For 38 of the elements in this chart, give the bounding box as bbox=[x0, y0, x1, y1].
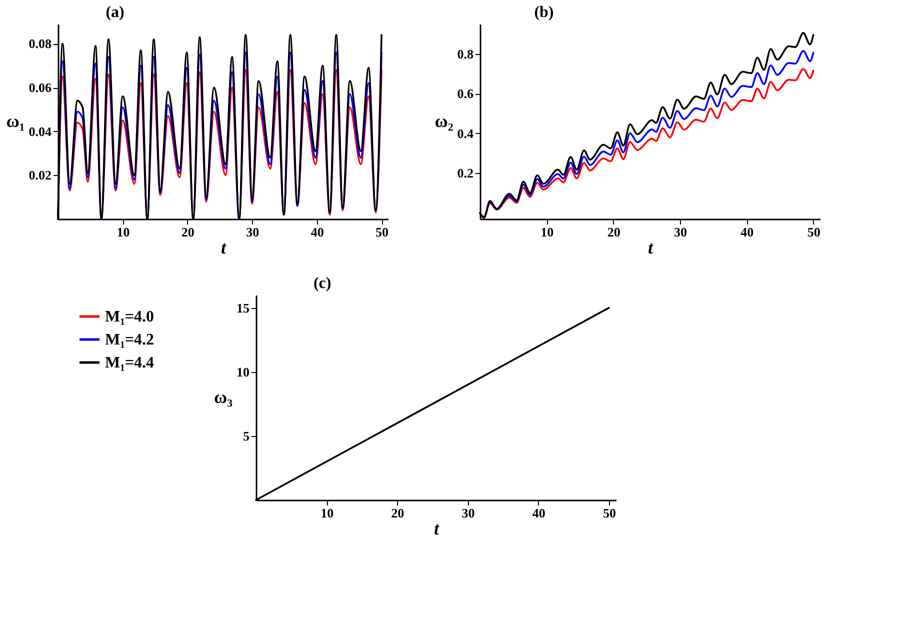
y-tick-label: 0.02 bbox=[28, 168, 52, 183]
y-tick-label: 0.2 bbox=[457, 166, 474, 181]
x-tick-label: 30 bbox=[674, 224, 687, 240]
y-tick-label: 10 bbox=[236, 364, 250, 380]
y-tick-label: 0.06 bbox=[28, 80, 52, 96]
y-tick-label: 0.08 bbox=[28, 36, 52, 52]
x-axis-title: t bbox=[434, 518, 440, 538]
x-tick-label: 40 bbox=[740, 224, 754, 240]
x-tick-label: 10 bbox=[540, 224, 554, 240]
x-tick-label: 50 bbox=[602, 506, 616, 520]
y-tick-label: 0.4 bbox=[457, 126, 474, 141]
x-tick-label: 30 bbox=[246, 224, 260, 240]
x-axis-title: t bbox=[648, 238, 654, 258]
x-tick-label: 50 bbox=[376, 224, 389, 240]
y-tick-label: 15 bbox=[236, 300, 250, 316]
x-tick-label: 40 bbox=[532, 506, 546, 520]
x-axis-title: t bbox=[220, 238, 227, 258]
x-tick-label: 20 bbox=[181, 224, 194, 240]
x-tick-label: 10 bbox=[320, 506, 334, 520]
legend-label: M₁=4.2 bbox=[105, 332, 154, 348]
x-tick-label: 40 bbox=[310, 224, 324, 240]
x-tick-label: 20 bbox=[607, 224, 620, 240]
chart-title: (a) bbox=[106, 4, 124, 21]
y-axis-title: ω₂ bbox=[434, 111, 454, 131]
y-axis-title: ω₃ bbox=[214, 387, 234, 407]
y-tick-label: 0.6 bbox=[457, 86, 474, 102]
y-tick-label: 0.8 bbox=[457, 46, 474, 62]
x-tick-label: 20 bbox=[391, 506, 404, 520]
y-tick-label: 0.04 bbox=[28, 124, 52, 139]
y-tick-label: 5 bbox=[243, 428, 250, 444]
x-tick-label: 30 bbox=[462, 506, 475, 520]
chart-title: (c) bbox=[313, 275, 332, 292]
x-tick-label: 10 bbox=[116, 224, 130, 240]
legend-label: M₁=4.4 bbox=[105, 354, 154, 372]
x-tick-label: 50 bbox=[807, 224, 820, 240]
legend-label: M₁=4.0 bbox=[105, 308, 154, 326]
chart-title: (b) bbox=[534, 4, 554, 21]
y-axis-title: ω₁ bbox=[6, 111, 25, 131]
